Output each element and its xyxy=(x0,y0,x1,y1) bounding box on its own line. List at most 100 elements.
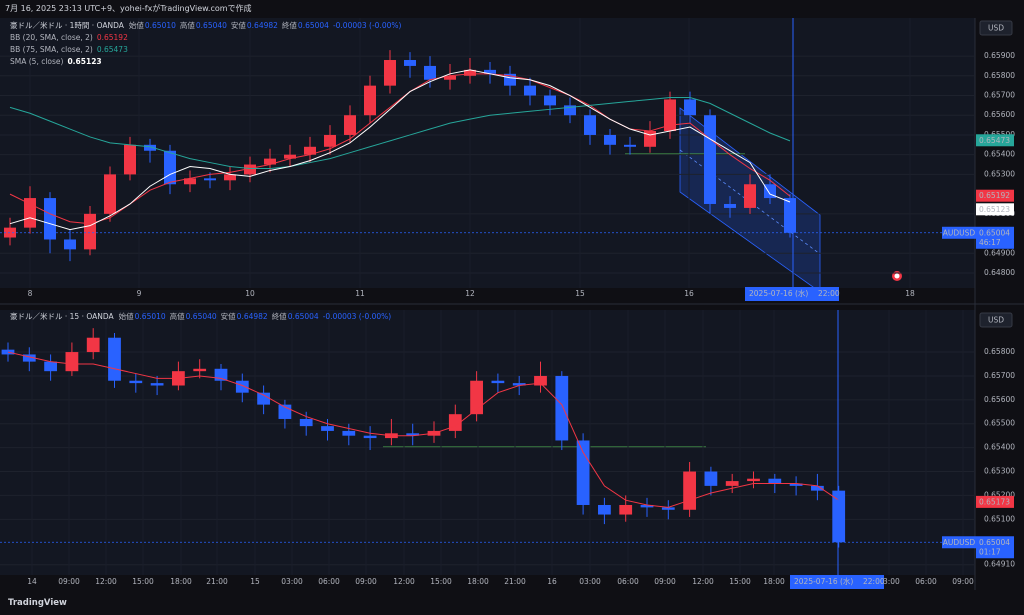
candle-body xyxy=(604,134,616,145)
candle-body xyxy=(304,146,316,155)
indicator-line xyxy=(9,96,791,169)
candle-body xyxy=(144,144,156,151)
currency-box xyxy=(979,312,1013,328)
x-tick-label: 15:00 xyxy=(729,577,751,586)
panel: 0.64910 0.65100 0.65200 0.65300 0.65400 0.655… xyxy=(0,310,1015,589)
candle-body xyxy=(811,485,824,491)
x-tick-label: 21:00 xyxy=(504,577,526,586)
crosshair-date: 2025-07-16 (水) xyxy=(749,288,808,298)
candle-body xyxy=(768,478,782,484)
ohlc-value: 0.65010 xyxy=(134,312,166,321)
candle-body xyxy=(784,198,796,233)
x-tick-label: 11 xyxy=(355,289,365,298)
ohlc-key: 高値 xyxy=(179,21,195,30)
indicator-row[interactable]: BB (20, SMA, close, 2) 0.65192 xyxy=(10,32,405,44)
ohlc-value: 0.64982 xyxy=(236,312,268,321)
candle-body xyxy=(104,174,116,214)
candle-body xyxy=(257,392,270,405)
y-tick-label: 0.65600 xyxy=(984,395,1015,404)
price-badge-label: 0.65173 xyxy=(979,497,1010,506)
x-tick-label: 18:00 xyxy=(763,577,785,586)
price-badge xyxy=(976,134,1014,147)
x-tick-label: 09:00 xyxy=(58,577,80,586)
last-price-label: 0.65004 xyxy=(979,228,1010,237)
candle-body xyxy=(534,375,547,386)
candle-body xyxy=(214,368,228,381)
symbol-title: 豪ドル／米ドル · 15 · OANDA xyxy=(10,312,114,321)
candle-body xyxy=(64,239,76,250)
candle-body xyxy=(704,471,718,486)
y-tick-label: 0.65300 xyxy=(984,169,1015,178)
y-tick-label: 0.65700 xyxy=(984,371,1015,380)
symbol-title: 豪ドル／米ドル · 1時間 · OANDA xyxy=(10,21,124,30)
y-tick-label: 0.65200 xyxy=(984,490,1015,499)
y-tick-label: 0.64800 xyxy=(984,268,1015,277)
indicator-value: 0.65473 xyxy=(96,45,128,54)
price-badge-label: 0.65192 xyxy=(979,191,1010,200)
candle-body xyxy=(683,471,696,510)
ohlc-key: 高値 xyxy=(169,312,185,321)
x-tick-label: 12:00 xyxy=(692,577,714,586)
y-tick-label: 0.65800 xyxy=(984,71,1015,80)
candle-body xyxy=(65,352,79,372)
candle-body xyxy=(470,380,483,415)
x-tick-label: 18:00 xyxy=(467,577,489,586)
candle-body xyxy=(342,430,356,436)
candle-body xyxy=(684,99,696,116)
x-tick-label: 15 xyxy=(250,577,260,586)
candle-body xyxy=(24,198,36,228)
indicator-name: BB (20, SMA, close, 2) xyxy=(10,33,93,42)
y-tick-label: 0.65400 xyxy=(984,443,1015,452)
indicator-value: 0.65123 xyxy=(67,57,102,66)
candle-body xyxy=(384,60,396,86)
candle-body xyxy=(764,184,776,199)
candle-body xyxy=(84,213,96,250)
ohlc-key: 安値 xyxy=(220,312,236,321)
indicator-row[interactable]: BB (75, SMA, close, 2) 0.65473 xyxy=(10,44,405,56)
indicator-name: BB (75, SMA, close, 2) xyxy=(10,45,93,54)
candle-body xyxy=(324,134,336,147)
candle-body xyxy=(224,174,236,181)
candle-body xyxy=(44,198,56,240)
candle-body xyxy=(789,483,803,486)
candle-body xyxy=(129,380,143,384)
indicator-row[interactable]: SMA (5, close) 0.65123 xyxy=(10,56,405,68)
candle-body xyxy=(235,380,249,393)
candle-body xyxy=(619,504,633,515)
candle-body xyxy=(86,337,100,353)
candle-body xyxy=(491,380,505,384)
y-tick-label: 0.65500 xyxy=(984,419,1015,428)
candle-body xyxy=(264,158,276,165)
crosshair-date: 2025-07-16 (水) xyxy=(794,576,853,586)
symbol-badge xyxy=(942,536,976,549)
y-tick-label: 0.64910 xyxy=(984,560,1015,569)
crosshair-date-box xyxy=(790,575,884,589)
symbol-label: AUDUSD xyxy=(943,228,976,237)
crosshair-time: 22:00 xyxy=(818,289,840,298)
y-tick-label: 0.65400 xyxy=(984,150,1015,159)
countdown-label: 46:17 xyxy=(979,238,1001,247)
footer-brand[interactable]: TradingView xyxy=(8,598,67,608)
candle-body xyxy=(364,85,376,116)
candle-body xyxy=(624,144,636,147)
candle-body xyxy=(512,383,526,386)
candle-body xyxy=(504,73,516,86)
currency-label: USD xyxy=(988,24,1004,33)
plot-area xyxy=(0,310,975,575)
x-tick-label: 12:00 xyxy=(95,577,117,586)
x-tick-label: 10 xyxy=(245,289,255,298)
candle-body xyxy=(124,144,136,175)
change-value: -0.00003 (-0.00%) xyxy=(322,312,392,321)
candle-body xyxy=(744,184,756,208)
candle-body xyxy=(524,85,536,96)
x-tick-label: 12 xyxy=(465,289,475,298)
candle-body xyxy=(725,481,739,486)
symbol-label: AUDUSD xyxy=(943,538,976,547)
indicator-line xyxy=(7,351,839,508)
candle-body xyxy=(22,354,36,362)
candle-body xyxy=(406,433,420,436)
channel-mid xyxy=(679,149,821,255)
ohlc-key: 始値 xyxy=(118,312,134,321)
y-tick-label: 0.65600 xyxy=(984,110,1015,119)
last-price-badge xyxy=(976,536,1014,559)
